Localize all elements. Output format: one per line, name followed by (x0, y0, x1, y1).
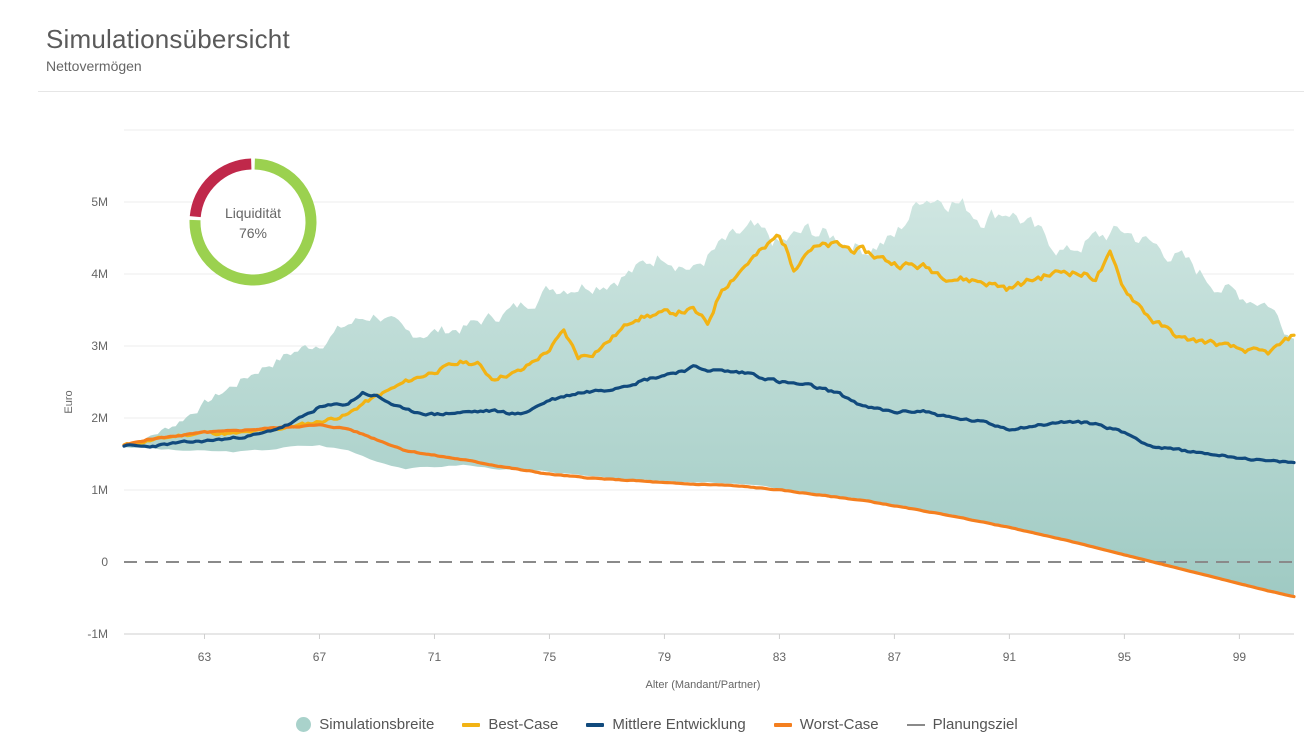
x-tick-label: 71 (428, 650, 442, 664)
series-layer (122, 233, 1296, 599)
y-tick-label: 4M (91, 267, 108, 281)
legend-label: Best-Case (488, 716, 559, 733)
y-tick-label: 1M (91, 483, 108, 497)
y-tick-label: -1M (87, 627, 108, 641)
legend-swatch-band (296, 717, 312, 732)
x-tick-label: 63 (198, 650, 212, 664)
donut-segment-liquid (189, 158, 317, 286)
legend-swatch-worst (773, 722, 792, 727)
legend-item-planungsziel[interactable]: Planungsziel (906, 716, 1018, 733)
legend-swatch-mean (586, 722, 605, 727)
legend-item-mittlere-entwicklung[interactable]: Mittlere Entwicklung (586, 716, 746, 733)
page-subtitle: Nettovermögen (46, 58, 142, 74)
x-tick-label: 75 (543, 650, 557, 664)
x-tick-label: 83 (773, 650, 787, 664)
x-tick-label: 79 (658, 650, 672, 664)
legend-swatch-best (462, 722, 481, 727)
donut-segment-illiquid (189, 158, 252, 218)
x-tick-label: 91 (1003, 650, 1017, 664)
legend-label: Worst-Case (799, 716, 879, 733)
simulation-chart: -1M 0 1M 2M 3M 4M 5M 63 67 71 75 79 83 87 91 95 99 Alter … (63, 129, 1296, 691)
x-tick-label: 99 (1233, 650, 1247, 664)
y-tick-label: 5M (91, 195, 108, 209)
donut-value: 76% (239, 225, 267, 241)
x-tick-label: 67 (313, 650, 327, 664)
simulation-band-area (124, 198, 1294, 597)
legend-item-best-case[interactable]: Best-Case (462, 716, 558, 733)
x-tick-label: 87 (888, 650, 902, 664)
axis-layer: -1M 0 1M 2M 3M 4M 5M 63 67 71 75 79 83 87 91 95 99 Alter … (63, 195, 1294, 691)
series-line-mittlere-entwicklung (122, 364, 1296, 465)
y-tick-label: 3M (91, 339, 108, 353)
chart-legend: Simulationsbreite Best-Case Mittlere Ent… (0, 716, 1314, 733)
donut-background (195, 164, 311, 280)
x-axis-label: Alter (Mandant/Partner) (646, 679, 761, 691)
x-tick-label: 95 (1118, 650, 1132, 664)
band-layer (124, 198, 1294, 597)
series-line-best-case (122, 233, 1296, 447)
y-axis-label: Euro (63, 390, 75, 413)
legend-item-simulationsbreite[interactable]: Simulationsbreite (296, 716, 434, 733)
y-tick-label: 0 (101, 555, 108, 569)
liquidity-donut: Liquidität 76% (189, 158, 317, 286)
y-tick-label: 2M (91, 411, 108, 425)
legend-swatch-target (906, 723, 925, 726)
legend-label: Planungsziel (932, 716, 1018, 733)
legend-label: Mittlere Entwicklung (612, 716, 746, 733)
series-line-worst-case (122, 423, 1296, 599)
legend-label: Simulationsbreite (319, 716, 435, 733)
legend-item-worst-case[interactable]: Worst-Case (773, 716, 879, 733)
page-title: Simulationsübersicht (46, 24, 290, 54)
chart-header: Simulationsübersicht Nettovermögen (46, 24, 290, 74)
donut-label: Liquidität (225, 205, 281, 221)
header-divider (38, 91, 1304, 92)
